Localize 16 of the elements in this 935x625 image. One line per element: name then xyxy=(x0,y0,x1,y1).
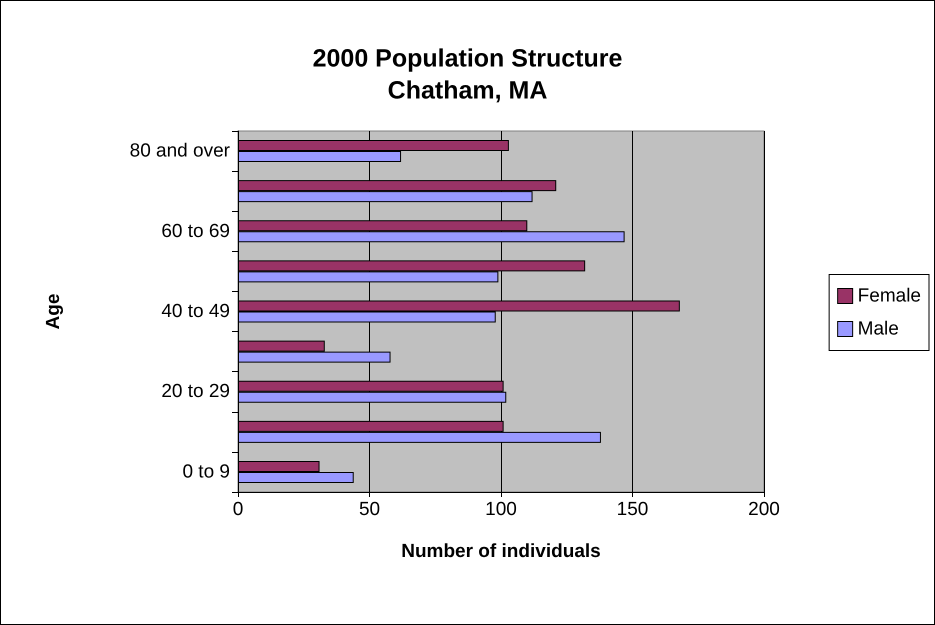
legend-label: Male xyxy=(858,318,899,340)
chart-subtitle: Chatham, MA xyxy=(388,76,548,104)
x-axis-title: Number of individuals xyxy=(401,541,601,562)
chart-title: 2000 Population Structure xyxy=(312,44,622,72)
y-tick-label: 40 to 49 xyxy=(161,301,230,322)
y-axis-title: Age xyxy=(43,294,64,330)
y-tick-label: 20 to 29 xyxy=(161,381,230,402)
y-tick-label: 0 to 9 xyxy=(182,461,230,482)
x-tick-label: 200 xyxy=(748,499,780,520)
x-tick-label: 50 xyxy=(358,499,380,520)
y-tick-label: 80 and over xyxy=(130,140,231,162)
x-tick-label: 0 xyxy=(232,499,244,520)
legend-label: Female xyxy=(858,286,922,306)
x-tick-label: 100 xyxy=(485,499,517,520)
y-tick-label: 60 to 69 xyxy=(161,220,230,242)
x-tick-label: 150 xyxy=(616,499,648,520)
